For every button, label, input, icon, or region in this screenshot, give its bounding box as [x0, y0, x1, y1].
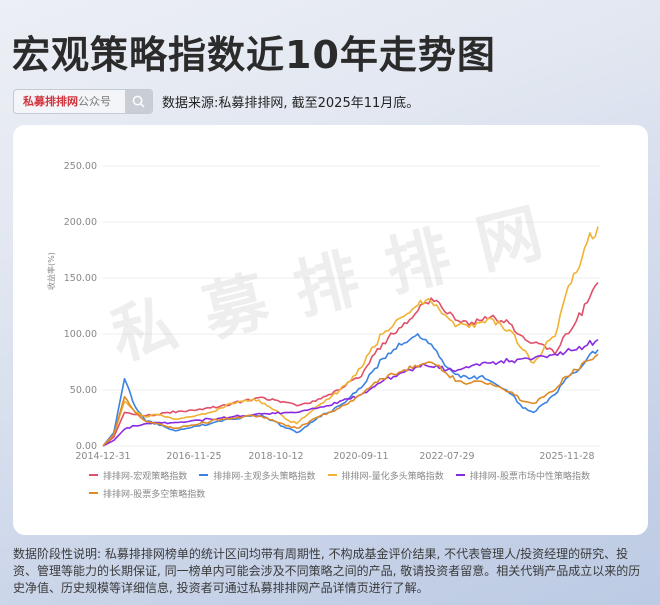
y-tick-label: 250.00 [64, 161, 97, 172]
search-suffix: 公众号 [78, 95, 111, 108]
legend-row: 排排网-股票多空策略指数 [89, 484, 649, 502]
search-box[interactable]: 私募排排网公众号 [13, 89, 153, 114]
series-line [102, 333, 599, 447]
x-tick-label: 2020-09-11 [333, 451, 388, 462]
legend-item[interactable]: 排排网-宏观策略指数 [89, 469, 187, 482]
legend-label: 排排网-宏观策略指数 [103, 471, 188, 482]
legend-item[interactable]: 排排网-主观多头策略指数 [199, 469, 316, 482]
series-line [102, 353, 599, 447]
legend-row: 排排网-宏观策略指数 排排网-主观多头策略指数 排排网-量化多头策略指数 排排网-股票… [89, 466, 649, 484]
legend-swatch [327, 474, 337, 476]
legend-label: 排排网-股票市场中性策略指数 [469, 471, 590, 482]
legend-item[interactable]: 排排网-量化多头策略指数 [327, 469, 444, 482]
y-tick-label: 200.00 [64, 217, 97, 228]
series-line [102, 338, 599, 447]
legend-item[interactable]: 排排网-股票多空策略指数 [89, 487, 205, 500]
x-tick-label: 2025-11-28 [539, 451, 594, 462]
chart-legend: 排排网-宏观策略指数 排排网-主观多头策略指数 排排网-量化多头策略指数 排排网-股票… [89, 466, 649, 502]
x-tick-label: 2016-11-25 [166, 451, 221, 462]
y-tick-label: 150.00 [64, 273, 97, 284]
search-text[interactable]: 私募排排网公众号 [14, 90, 125, 113]
search-button[interactable] [125, 90, 152, 113]
legend-swatch [455, 474, 465, 476]
legend-item[interactable]: 排排网-股票市场中性策略指数 [455, 469, 590, 482]
disclaimer-text: 数据阶段性说明: 私募排排网榜单的统计区间均带有周期性, 不构成基金评价结果, … [13, 547, 641, 595]
legend-label: 排排网-主观多头策略指数 [213, 471, 316, 482]
series-line [102, 226, 599, 447]
legend-swatch [199, 474, 209, 476]
x-tick-label: 2014-12-31 [75, 451, 130, 462]
y-axis-title: 收益率(%) [47, 252, 56, 290]
y-tick-label: 0.00 [76, 441, 97, 452]
legend-swatch [89, 492, 98, 494]
page-title: 宏观策略指数近10年走势图 [12, 33, 496, 77]
legend-label: 排排网-股票多空策略指数 [103, 489, 206, 500]
data-source-note: 数据来源:私募排排网, 截至2025年11月底。 [162, 96, 420, 111]
y-tick-label: 100.00 [64, 329, 97, 340]
x-tick-label: 2018-10-12 [248, 451, 303, 462]
y-tick-label: 50.00 [70, 385, 97, 396]
x-tick-label: 2022-07-29 [419, 451, 474, 462]
chart-card [13, 125, 648, 535]
legend-label: 排排网-量化多头策略指数 [341, 471, 444, 482]
search-brand: 私募排排网 [23, 95, 78, 108]
series-line [102, 281, 599, 447]
search-icon [132, 95, 145, 108]
legend-swatch [89, 474, 98, 476]
